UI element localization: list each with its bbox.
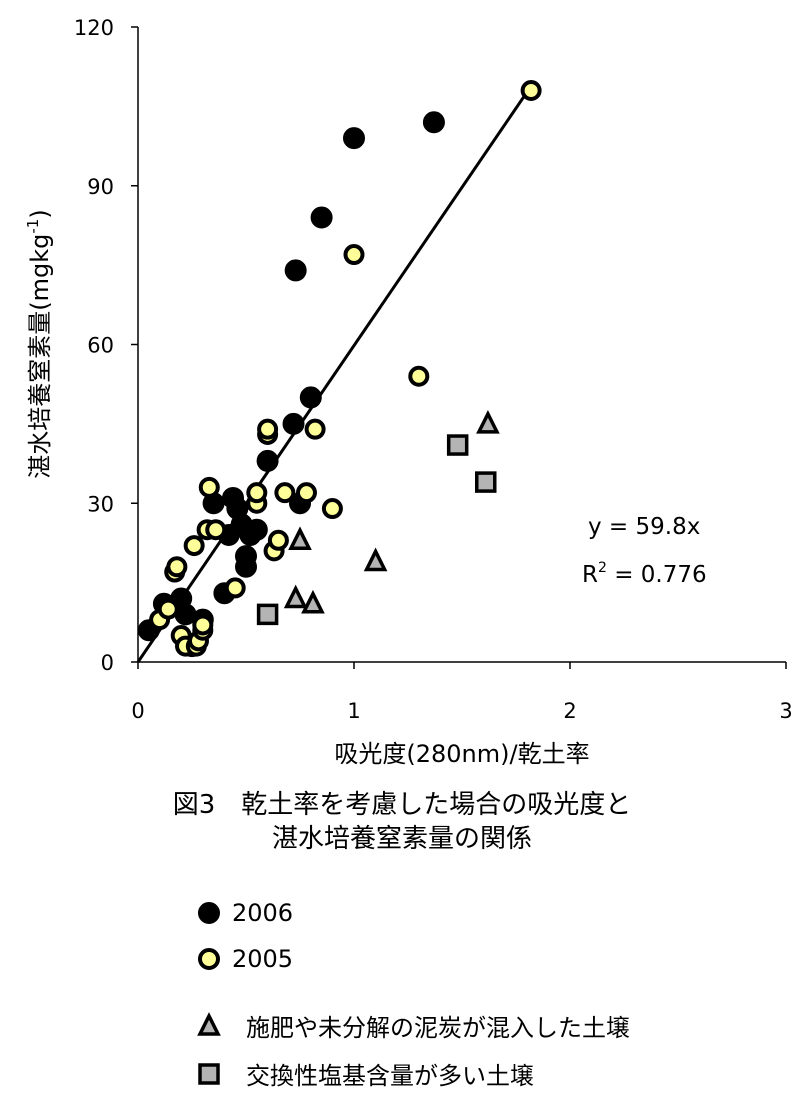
data-point-2005 <box>183 535 205 557</box>
y-tick-label: 30 <box>87 492 114 516</box>
data-point-2005 <box>274 482 296 504</box>
data-point-square <box>256 603 279 626</box>
data-point-2005 <box>166 556 188 578</box>
legend-label: 施肥や未分解の泥炭が混入した土壌 <box>246 1014 630 1042</box>
x-tick-label: 3 <box>779 699 792 723</box>
x-tick-label: 1 <box>347 699 360 723</box>
legend-item-2005: 2005 <box>196 944 293 974</box>
data-point-2006 <box>343 127 365 150</box>
legend-item-2006: 2006 <box>196 898 293 928</box>
legend-item-high-base-soil: 交換性塩基含量が多い土壌 <box>196 1056 534 1091</box>
r-squared-sup: 2 <box>598 560 607 576</box>
regression-line <box>136 85 533 663</box>
data-point-2005 <box>157 598 179 620</box>
legend-square-icon <box>196 1059 226 1089</box>
data-point-2005 <box>198 476 220 498</box>
r-squared: R2 = 0.776 <box>582 560 707 588</box>
data-point-2005 <box>257 418 279 440</box>
data-point-2006 <box>256 449 279 472</box>
y-axis-title: 湛水培養窒素量(mgkg-1) <box>24 209 54 478</box>
data-point-triangle <box>301 589 325 614</box>
data-point-2006 <box>245 518 268 541</box>
data-point-2005 <box>246 482 268 504</box>
legend-label: 2005 <box>232 945 294 973</box>
data-point-2005 <box>267 529 289 551</box>
y-tick-label: 90 <box>87 175 114 199</box>
y-axis-title-close: ) <box>26 209 54 218</box>
data-point-2005 <box>343 244 365 266</box>
x-axis-title: 吸光度(280nm)/乾土率 <box>334 740 589 768</box>
data-point-2006 <box>282 412 305 435</box>
data-point-2005 <box>192 614 214 636</box>
data-point-2005 <box>304 418 326 440</box>
legend-label: 交換性塩基含量が多い土壌 <box>246 1062 534 1090</box>
regression-equation: y = 59.8x <box>588 514 700 540</box>
y-tick-label: 60 <box>87 334 114 358</box>
data-point-triangle <box>288 526 312 551</box>
y-tick-label: 120 <box>74 16 114 40</box>
r-squared-value: = 0.776 <box>607 562 707 588</box>
data-point-2005 <box>321 498 343 520</box>
data-point-triangle <box>363 547 388 572</box>
data-point-square <box>475 471 497 493</box>
data-point-2006 <box>235 555 257 578</box>
data-point-square <box>446 434 469 456</box>
data-point-2006 <box>284 259 307 282</box>
legend-yellow-circle-icon <box>196 944 226 974</box>
legend-item-peat-soil: 施肥や未分解の泥炭が混入した土壌 <box>196 1008 630 1043</box>
x-tick-label: 0 <box>131 699 144 723</box>
data-point-triangle <box>283 584 308 609</box>
legend-black-circle-icon <box>196 898 226 928</box>
legend-label: 2006 <box>232 899 294 927</box>
figure-caption: 図3 乾土率を考慮した場合の吸光度と 湛水培養窒素量の関係 <box>0 788 804 856</box>
x-tick-label: 2 <box>563 699 576 723</box>
r-squared-label: R <box>582 562 598 588</box>
data-point-2005 <box>520 80 542 101</box>
data-point-2006 <box>299 386 322 409</box>
caption-line-2: 湛水培養窒素量の関係 <box>271 824 532 854</box>
points-layer <box>137 80 542 658</box>
trend-layer <box>136 85 533 663</box>
data-point-2006 <box>422 111 445 134</box>
data-point-2005 <box>205 519 227 541</box>
data-point-2006 <box>310 206 333 229</box>
y-axis-title-main: 湛水培養窒素量(mgkg <box>26 234 54 479</box>
caption-line-1: 図3 乾土率を考慮した場合の吸光度と <box>172 790 632 820</box>
data-point-2005 <box>224 577 246 599</box>
data-point-2005 <box>295 482 317 504</box>
y-axis-title-sup: -1 <box>24 219 42 234</box>
data-point-triangle <box>476 409 500 434</box>
legend-triangle-icon <box>196 1011 226 1041</box>
y-tick-label: 0 <box>101 651 114 675</box>
data-point-2005 <box>408 365 430 387</box>
